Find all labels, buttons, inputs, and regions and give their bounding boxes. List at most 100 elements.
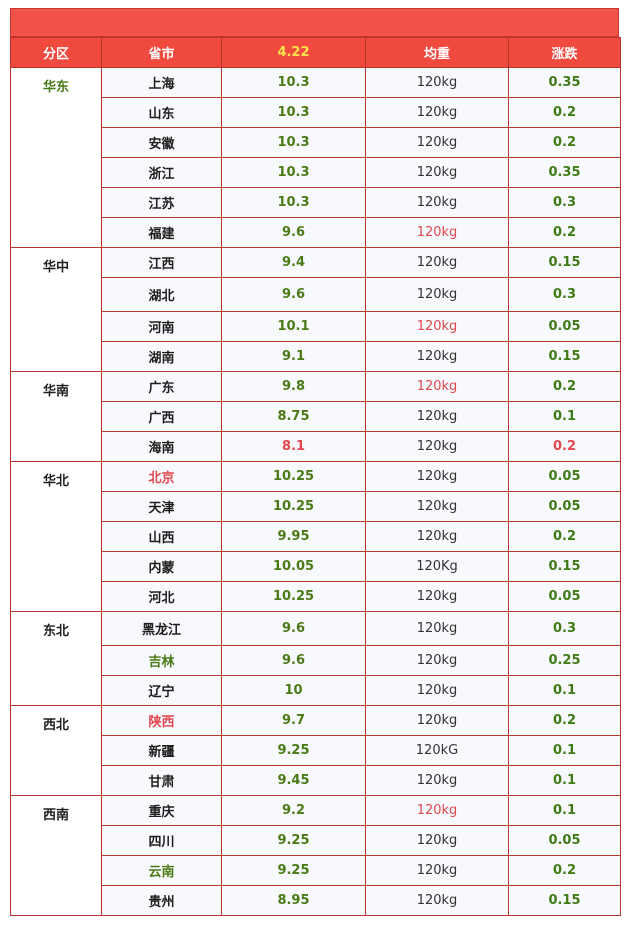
region-cell: 东北 (10, 611, 102, 706)
table-row: 海南 8.1 120kg 0.2 (11, 431, 621, 462)
table-row: 吉林 9.6 120kg 0.25 (11, 645, 621, 676)
price-cell: 9.25 (221, 855, 366, 886)
province-cell: 湖南 (101, 341, 222, 372)
weight-cell: 120kg (365, 371, 509, 402)
table-row: 东北 黑龙江 9.6 120kg 0.3 (10, 611, 621, 706)
weight-cell: 120kg (365, 401, 509, 432)
price-cell: 8.75 (221, 401, 366, 432)
change-cell: 0.2 (508, 127, 621, 158)
province-cell: 天津 (101, 491, 222, 522)
table-row: 山东 10.3 120kg 0.2 (11, 97, 621, 128)
table-row: 新疆 9.25 120kG 0.1 (11, 735, 621, 766)
province-cell: 湖北 (101, 277, 222, 312)
weight-cell: 120kg (365, 855, 509, 886)
table-row: 甘肃 9.45 120kg 0.1 (11, 765, 621, 796)
weight-cell: 120kg (365, 127, 509, 158)
table-row: 西北 陕西 9.7 120kg 0.2 (10, 705, 621, 796)
weight-cell: 120kg (365, 461, 509, 492)
weight-cell: 120kg (365, 247, 509, 278)
table-row: 河北 10.25 120kg 0.05 (11, 581, 621, 612)
weight-cell: 120kg (365, 431, 509, 462)
province-cell: 新疆 (101, 735, 222, 766)
header-weight: 均重 (365, 37, 509, 68)
price-cell: 8.1 (221, 431, 366, 462)
table-row: 福建 9.6 120kg 0.2 (11, 217, 621, 248)
weight-cell: 120kg (365, 521, 509, 552)
change-cell: 0.2 (508, 431, 621, 462)
table-row: 江苏 10.3 120kg 0.3 (11, 187, 621, 218)
province-cell: 海南 (101, 431, 222, 462)
province-cell: 北京 (101, 461, 222, 492)
province-cell: 广西 (101, 401, 222, 432)
region-cell: 华南 (10, 371, 102, 462)
table-row: 天津 10.25 120kg 0.05 (11, 491, 621, 522)
province-cell: 河南 (101, 311, 222, 342)
header-region: 分区 (10, 37, 102, 68)
weight-cell: 120kg (365, 645, 509, 676)
price-cell: 9.1 (221, 341, 366, 372)
change-cell: 0.05 (508, 825, 621, 856)
weight-cell: 120kg (365, 217, 509, 248)
change-cell: 0.05 (508, 491, 621, 522)
region-cell: 西北 (10, 705, 102, 796)
price-cell: 10.05 (221, 551, 366, 582)
weight-cell: 120kg (365, 277, 509, 312)
table-row: 山西 9.95 120kg 0.2 (11, 521, 621, 552)
price-cell: 10 (221, 675, 366, 706)
price-cell: 9.4 (221, 247, 366, 278)
province-cell: 河北 (101, 581, 222, 612)
province-cell: 山西 (101, 521, 222, 552)
table-row: 湖北 9.6 120kg 0.3 (11, 277, 621, 312)
table-row: 西南 重庆 9.2 120kg 0.1 (10, 795, 621, 916)
change-cell: 0.05 (508, 461, 621, 492)
price-cell: 9.6 (221, 217, 366, 248)
title-banner (10, 8, 619, 37)
price-cell: 10.3 (221, 157, 366, 188)
weight-cell: 120kg (365, 311, 509, 342)
weight-cell: 120kg (365, 581, 509, 612)
province-cell: 黑龙江 (101, 611, 222, 646)
province-cell: 辽宁 (101, 675, 222, 706)
region-cell: 华中 (10, 247, 102, 372)
change-cell: 0.2 (508, 371, 621, 402)
header-date: 4.22 (221, 37, 366, 68)
weight-cell: 120kg (365, 885, 509, 916)
change-cell: 0.3 (508, 277, 621, 312)
weight-cell: 120kg (365, 675, 509, 706)
region-cell: 华东 (10, 67, 102, 248)
province-cell: 江西 (101, 247, 222, 278)
province-cell: 上海 (101, 67, 222, 98)
change-cell: 0.15 (508, 885, 621, 916)
province-cell: 安徽 (101, 127, 222, 158)
table-row: 辽宁 10 120kg 0.1 (11, 675, 621, 706)
table-row: 浙江 10.3 120kg 0.35 (11, 157, 621, 188)
price-cell: 9.6 (221, 645, 366, 676)
weight-cell: 120kg (365, 187, 509, 218)
province-cell: 江苏 (101, 187, 222, 218)
change-cell: 0.3 (508, 611, 621, 646)
change-cell: 0.2 (508, 217, 621, 248)
price-cell: 10.25 (221, 491, 366, 522)
table-row: 华东 上海 10.3 120kg 0.35 (10, 67, 621, 248)
header-change: 涨跌 (508, 37, 621, 68)
change-cell: 0.2 (508, 705, 621, 736)
province-cell: 贵州 (101, 885, 222, 916)
price-cell: 9.6 (221, 277, 366, 312)
table-row: 四川 9.25 120kg 0.05 (11, 825, 621, 856)
weight-cell: 120kg (365, 795, 509, 826)
weight-cell: 120kg (365, 157, 509, 188)
weight-cell: 120kg (365, 491, 509, 522)
change-cell: 0.1 (508, 675, 621, 706)
table-row: 华中 江西 9.4 120kg 0.15 (10, 247, 621, 372)
province-cell: 吉林 (101, 645, 222, 676)
table-row: 华南 广东 9.8 120kg 0.2 (10, 371, 621, 462)
change-cell: 0.05 (508, 311, 621, 342)
change-cell: 0.15 (508, 247, 621, 278)
weight-cell: 120kg (365, 825, 509, 856)
province-cell: 山东 (101, 97, 222, 128)
price-cell: 10.1 (221, 311, 366, 342)
table-row: 安徽 10.3 120kg 0.2 (11, 127, 621, 158)
weight-cell: 120kg (365, 765, 509, 796)
table-row: 华北 北京 10.25 120kg 0.05 (10, 461, 621, 612)
